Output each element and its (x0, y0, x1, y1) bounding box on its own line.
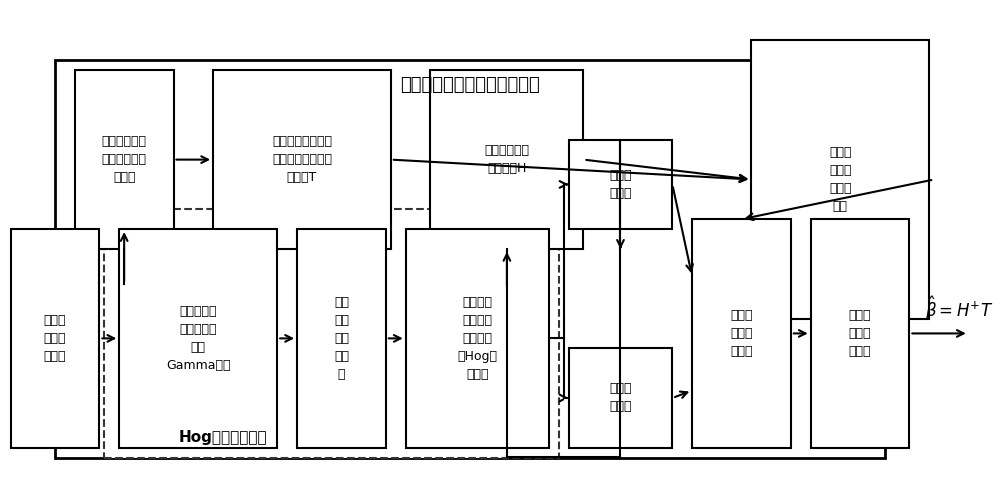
Text: $\hat{\beta}=H^{+}T$: $\hat{\beta}=H^{+}T$ (925, 294, 993, 323)
Bar (119, 229, 277, 448)
Text: 梯内外
人员计
数结果: 梯内外 人员计 数结果 (849, 309, 871, 358)
Text: 实时图
像特征: 实时图 像特征 (609, 382, 632, 413)
Text: 构建细胞
及块直方
图，组合
得Hog特
征描述: 构建细胞 及块直方 图，组合 得Hog特 征描述 (457, 296, 497, 381)
Bar (811, 219, 909, 448)
Bar (75, 70, 174, 249)
Text: 计算视频图像中的
头像与非头像类别
标记阵T: 计算视频图像中的 头像与非头像类别 标记阵T (272, 135, 332, 184)
Text: 二型模
糊神经
分类器: 二型模 糊神经 分类器 (730, 309, 753, 358)
Bar (213, 70, 391, 249)
Text: 训练图
像特征: 训练图 像特征 (609, 169, 632, 200)
Bar (569, 140, 672, 229)
Bar (406, 229, 549, 448)
Text: 彩图转变为
灰度图，并
进行
Gamma校正: 彩图转变为 灰度图，并 进行 Gamma校正 (166, 305, 230, 372)
Bar (569, 348, 672, 448)
Bar (104, 209, 559, 458)
Text: 计算
图像
像素
点梯
度: 计算 图像 像素 点梯 度 (334, 296, 349, 381)
Text: 计算二
型模糊
分类器
参数: 计算二 型模糊 分类器 参数 (829, 146, 852, 213)
Text: 二型模糊神经分类器训练算法: 二型模糊神经分类器训练算法 (400, 76, 540, 94)
Text: 实时梯
内外视
频图像: 实时梯 内外视 频图像 (44, 314, 66, 363)
Text: 计算规则层的
输出矩阵H: 计算规则层的 输出矩阵H (484, 144, 529, 175)
Text: Hog特征提取算法: Hog特征提取算法 (179, 430, 267, 445)
Bar (55, 60, 885, 458)
Bar (297, 229, 386, 448)
Bar (11, 229, 99, 448)
Bar (430, 70, 583, 249)
Bar (692, 219, 791, 448)
Text: 用于分类器训
练的梯内外视
频图像: 用于分类器训 练的梯内外视 频图像 (102, 135, 147, 184)
Bar (751, 40, 929, 319)
